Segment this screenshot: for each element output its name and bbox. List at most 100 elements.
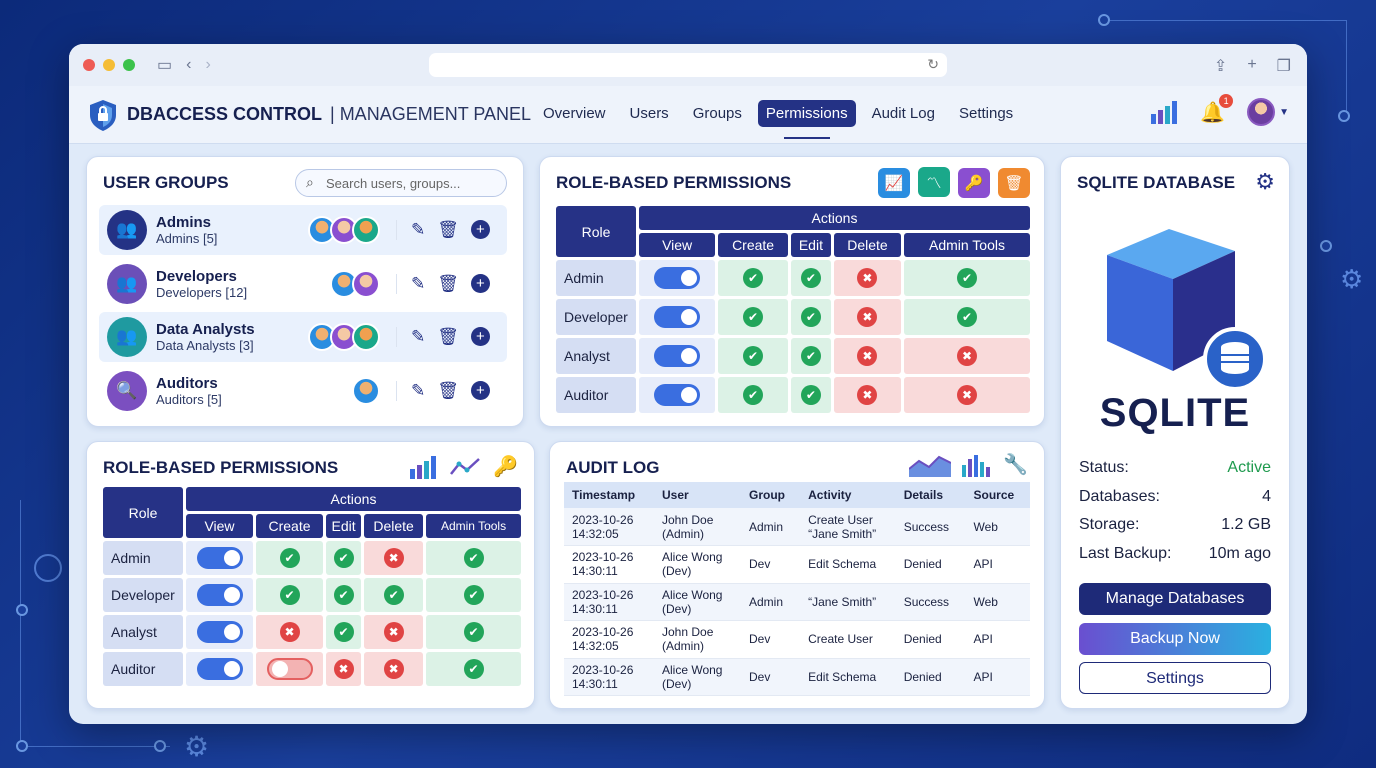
check-icon[interactable]: ✔ — [463, 622, 484, 642]
user-menu[interactable]: ▼ — [1247, 98, 1289, 126]
search-input[interactable]: ⌕ Search users, groups... — [295, 169, 507, 197]
check-icon[interactable]: ✔ — [743, 268, 764, 288]
close-window-button[interactable] — [83, 59, 95, 71]
notifications-bell-icon[interactable]: 🔔 1 — [1200, 93, 1234, 125]
view-toggle[interactable] — [196, 621, 243, 643]
role-name: Developer — [556, 299, 636, 335]
trash-icon[interactable]: 🗑 — [998, 167, 1030, 198]
check-icon[interactable]: ✔ — [333, 622, 354, 642]
add-icon[interactable]: + — [470, 273, 490, 293]
check-icon[interactable]: ✔ — [383, 585, 404, 605]
deny-icon[interactable]: ✖ — [857, 307, 878, 327]
deny-icon[interactable]: ✖ — [857, 268, 878, 288]
gear-icon[interactable]: ⚙ — [1255, 169, 1275, 194]
manage-databases-button[interactable]: Manage Databases — [1079, 583, 1271, 615]
check-icon[interactable]: ✔ — [333, 585, 354, 605]
back-icon[interactable]: ‹ — [186, 56, 192, 73]
group-row[interactable]: 👥 Developers Developers [12] ✎ 🗑 + — [99, 259, 507, 309]
group-row[interactable]: 🔍 Auditors Auditors [5] ✎ 🗑 + — [99, 366, 507, 416]
check-icon[interactable]: ✔ — [956, 307, 977, 327]
deny-icon[interactable]: ✖ — [333, 659, 354, 679]
deny-icon[interactable]: ✖ — [857, 346, 878, 366]
forward-icon[interactable]: › — [205, 56, 211, 73]
backup-now-button[interactable]: Backup Now — [1079, 623, 1271, 655]
deny-icon[interactable]: ✖ — [956, 385, 977, 405]
check-icon[interactable]: ✔ — [800, 307, 821, 327]
check-icon[interactable]: ✔ — [800, 385, 821, 405]
add-icon[interactable]: + — [470, 220, 490, 239]
view-toggle[interactable] — [654, 267, 701, 289]
table-row: Developer ✔ ✔ ✖ ✔ — [556, 299, 1030, 335]
add-icon[interactable]: + — [470, 327, 490, 346]
nav-users[interactable]: Users — [629, 105, 669, 122]
view-toggle[interactable] — [196, 658, 243, 680]
check-icon[interactable]: ✔ — [743, 385, 764, 405]
deny-icon[interactable]: ✖ — [383, 659, 404, 679]
maximize-window-button[interactable] — [123, 59, 135, 71]
deny-icon[interactable]: ✖ — [279, 622, 300, 642]
edit-icon[interactable]: ✎ — [411, 380, 426, 400]
trend-chart-icon[interactable]: 📈 — [878, 167, 910, 198]
user-name: Alice Wong — [662, 550, 723, 565]
check-icon[interactable]: ✔ — [463, 548, 484, 568]
view-toggle[interactable] — [196, 584, 243, 606]
trash-icon[interactable]: 🗑 — [437, 273, 459, 293]
check-icon[interactable]: ✔ — [463, 585, 484, 605]
edit-icon[interactable]: ✎ — [411, 327, 426, 346]
permission-toggle[interactable] — [266, 658, 313, 680]
view-toggle[interactable] — [654, 306, 701, 328]
check-icon[interactable]: ✔ — [956, 268, 977, 288]
reload-icon[interactable]: ↻ — [927, 56, 939, 72]
nav-settings[interactable]: Settings — [958, 105, 1014, 122]
check-icon[interactable]: ✔ — [743, 307, 764, 327]
actions-header: Actions — [186, 487, 521, 511]
nav-permissions[interactable]: Permissions — [757, 100, 856, 139]
check-icon[interactable]: ✔ — [333, 548, 354, 568]
avatar[interactable] — [1247, 98, 1276, 126]
settings-button[interactable]: Settings — [1079, 662, 1271, 694]
tabs-icon[interactable]: ❐ — [1276, 58, 1291, 75]
trash-icon[interactable]: 🗑 — [437, 220, 459, 239]
group-row[interactable]: 👥 Admins Admins [5] ✎ 🗑 + — [99, 205, 507, 255]
add-icon[interactable]: + — [470, 380, 490, 400]
deny-icon[interactable]: ✖ — [383, 548, 404, 568]
check-icon[interactable]: ✔ — [279, 548, 300, 568]
nav-audit-log[interactable]: Audit Log — [871, 105, 935, 122]
line-chart-icon[interactable]: 〽 — [918, 167, 950, 197]
share-icon[interactable]: ⇪ — [1213, 58, 1228, 75]
sidebar-toggle-icon[interactable]: ▭ — [157, 57, 173, 74]
deny-icon[interactable]: ✖ — [956, 346, 977, 366]
group-row[interactable]: 👥 Data Analysts Data Analysts [3] ✎ 🗑 + — [99, 312, 507, 362]
url-bar[interactable]: ↻ — [429, 53, 947, 77]
table-row[interactable]: 2023-10-26 14:30:11 Alice Wong (Dev) Dev E… — [564, 545, 1030, 584]
table-row[interactable]: 2023-10-26 14:32:05 John Doe (Admin) Admin… — [564, 508, 1030, 546]
table-row[interactable]: 2023-10-26 14:30:11 Alice Wong (Dev) Dev E… — [564, 658, 1030, 696]
key-icon[interactable]: 🔑 — [958, 167, 990, 198]
view-toggle[interactable] — [654, 384, 701, 406]
deny-icon[interactable]: ✖ — [857, 385, 878, 405]
table-row[interactable]: 2023-10-26 14:32:05 John Doe (Admin) Dev C… — [564, 620, 1030, 659]
nav-groups[interactable]: Groups — [692, 105, 742, 122]
bar-chart-icon[interactable] — [1150, 100, 1178, 124]
check-icon[interactable]: ✔ — [800, 346, 821, 366]
check-icon[interactable]: ✔ — [463, 659, 484, 679]
check-icon[interactable]: ✔ — [279, 585, 300, 605]
member-avatar — [330, 323, 358, 351]
trash-icon[interactable]: 🗑 — [437, 327, 459, 346]
deny-icon[interactable]: ✖ — [383, 622, 404, 642]
edit-icon[interactable]: ✎ — [411, 273, 426, 293]
minimize-window-button[interactable] — [103, 59, 115, 71]
check-icon[interactable]: ✔ — [743, 346, 764, 366]
chevron-down-icon[interactable]: ▼ — [1279, 106, 1289, 118]
trash-icon[interactable]: 🗑 — [437, 380, 459, 400]
new-tab-icon[interactable]: + — [1247, 56, 1257, 73]
stat-value: Active — [1227, 459, 1271, 476]
view-toggle[interactable] — [196, 547, 243, 569]
table-row[interactable]: 2023-10-26 14:30:11 Alice Wong (Dev) Admin… — [564, 583, 1030, 621]
app-header: DBACCESS CONTROL | MANAGEMENT PANEL Over… — [69, 86, 1307, 144]
nav-overview[interactable]: Overview — [543, 105, 606, 122]
user-name: Alice Wong — [662, 587, 723, 602]
view-toggle[interactable] — [654, 345, 701, 367]
edit-icon[interactable]: ✎ — [411, 220, 426, 239]
check-icon[interactable]: ✔ — [800, 268, 821, 288]
